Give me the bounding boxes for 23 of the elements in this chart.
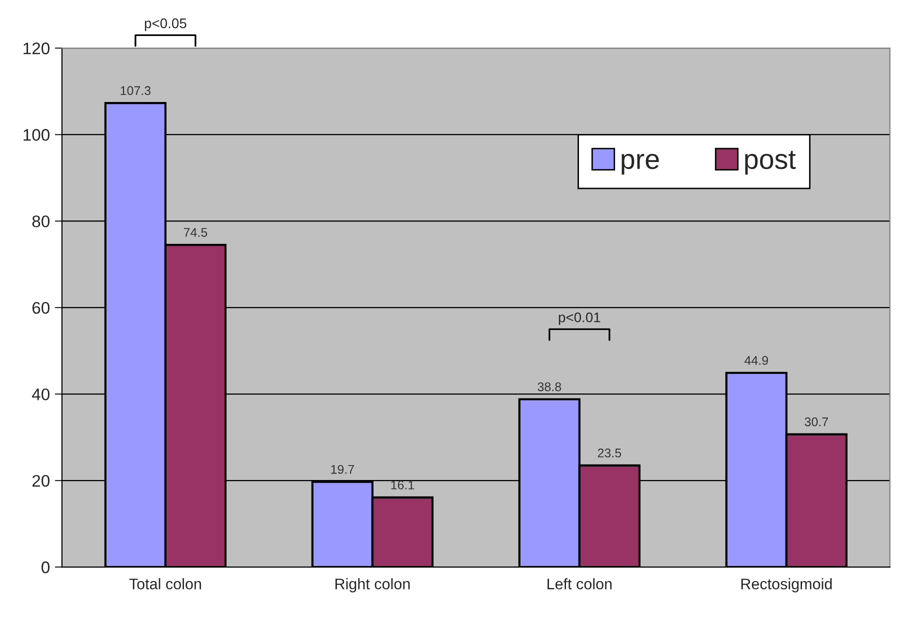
data-label: 30.7 (804, 417, 828, 426)
x-tick-label: Left colon (548, 578, 612, 590)
x-tick-label: Right colon (335, 578, 410, 592)
data-label: 23.5 (598, 448, 622, 458)
y-tick-label: 0 (42, 561, 50, 574)
y-tick-label: 40 (32, 388, 50, 400)
data-label: 107.3 (120, 86, 151, 96)
data-label: 44.9 (744, 356, 768, 365)
x-tick-label: Rectosigmoid (741, 578, 832, 592)
data-label: 16.1 (391, 480, 414, 490)
y-tick-label: 20 (32, 474, 50, 487)
annotation: p<0.01 (558, 312, 600, 326)
y-tick-label: 120 (24, 42, 50, 54)
data-label: 19.7 (331, 464, 354, 474)
legend-label: pre (622, 154, 659, 175)
y-tick-label: 100 (24, 129, 50, 141)
data-label: 74.5 (184, 228, 208, 237)
legend-label: post (745, 150, 796, 175)
data-label: 38.8 (538, 382, 562, 392)
y-tick-label: 80 (32, 215, 50, 228)
y-tick-label: 60 (32, 302, 50, 314)
text: p<0.05 (144, 18, 186, 31)
x-tick-label: Total colon (129, 578, 201, 590)
